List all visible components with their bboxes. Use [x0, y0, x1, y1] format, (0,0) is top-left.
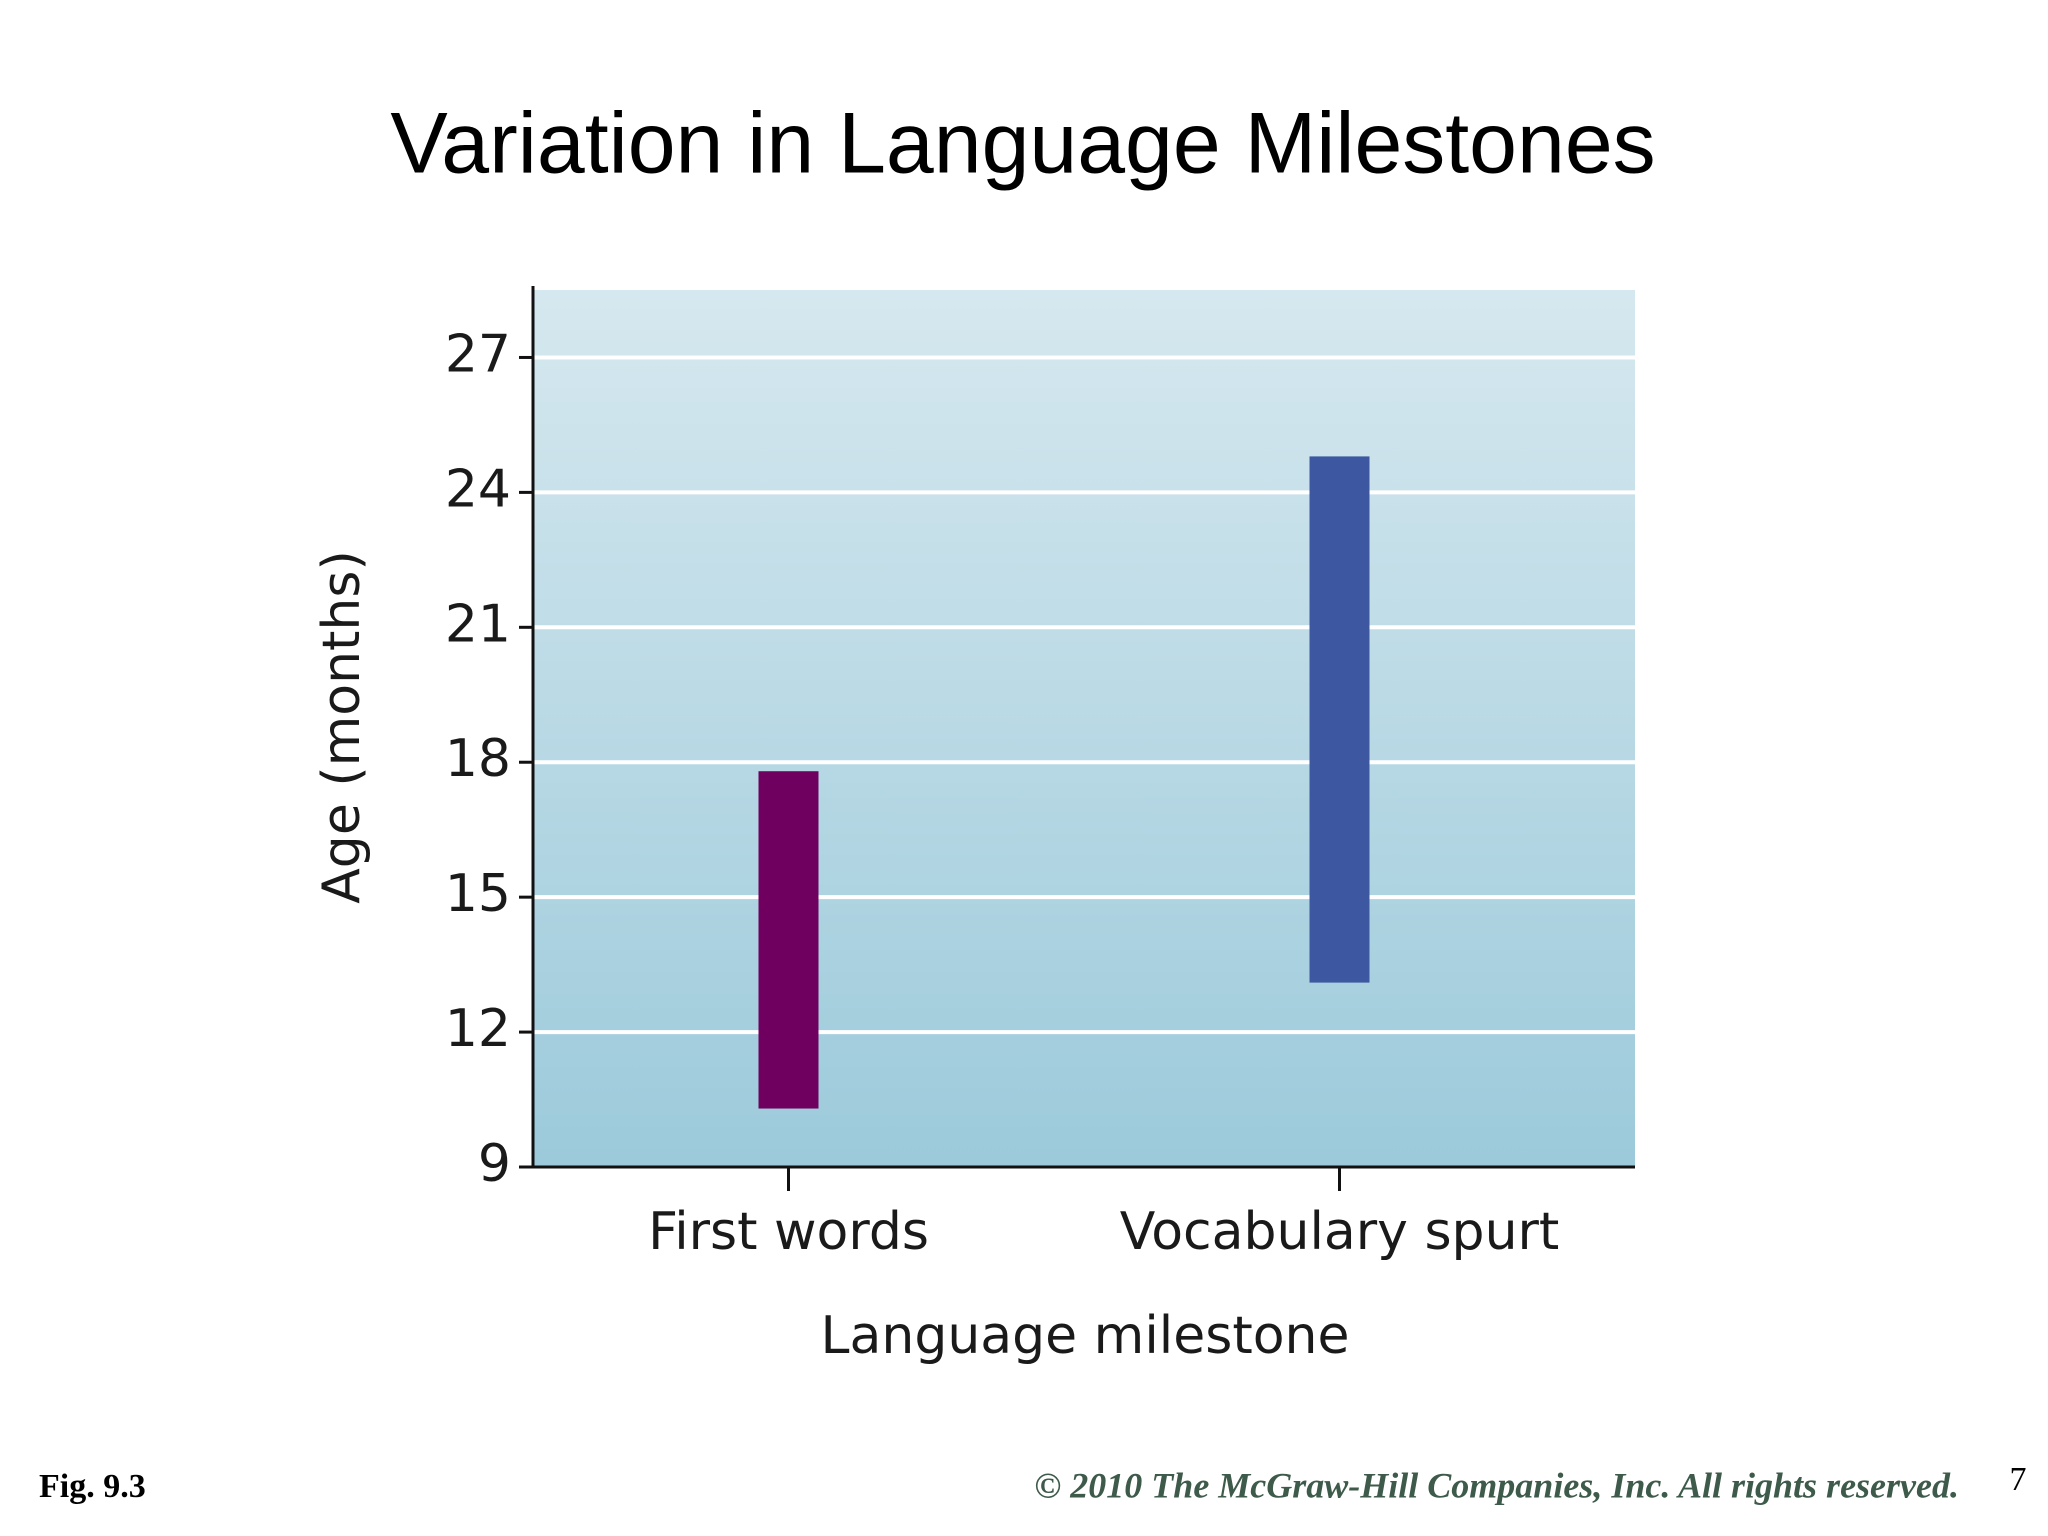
y-tick-label: 21 [445, 594, 511, 654]
page-number: 7 [2010, 1461, 2027, 1498]
range-bar [758, 771, 819, 1109]
plot-area [533, 290, 1635, 1166]
copyright: © 2010 The McGraw-Hill Companies, Inc. A… [1034, 1465, 1959, 1505]
y-tick-label: 12 [445, 999, 511, 1059]
y-tick-label: 9 [478, 1134, 511, 1194]
y-tick-label: 27 [445, 324, 511, 384]
y-tick-label: 15 [445, 864, 511, 924]
range-bar [1309, 456, 1370, 983]
y-axis-title: Age (months) [312, 550, 372, 904]
x-axis-title: Language milestone [821, 1306, 1350, 1366]
y-tick-label: 18 [445, 729, 511, 789]
chart-title: Variation in Language Milestones [390, 96, 1655, 192]
x-tick-label: Vocabulary spurt [1120, 1202, 1560, 1262]
y-tick-label: 24 [445, 459, 511, 519]
x-tick-label: First words [648, 1202, 929, 1262]
figure-label: Fig. 9.3 [39, 1468, 146, 1505]
